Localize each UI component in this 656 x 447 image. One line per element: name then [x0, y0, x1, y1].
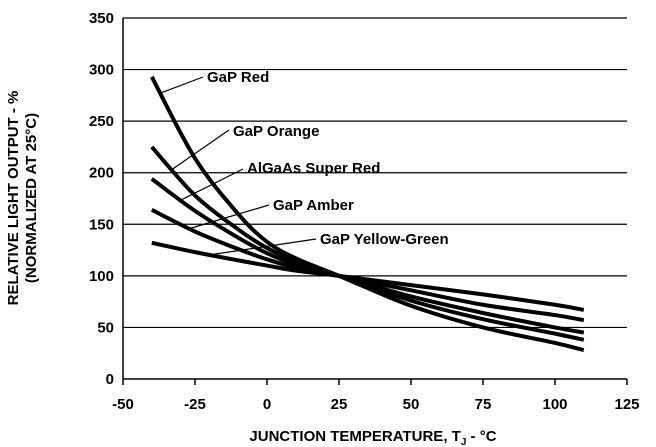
- x-axis-title: JUNCTION TEMPERATURE, TJ - °C: [249, 428, 496, 447]
- series-curves: [150, 75, 585, 353]
- y-tick-label: 200: [89, 165, 114, 182]
- leader-line-algaas-super-red: [180, 168, 244, 201]
- curve-gap-yellow-green: [151, 240, 585, 312]
- leader-line-gap-yellow-green: [209, 238, 317, 256]
- x-tick-label: 125: [614, 396, 639, 413]
- axes: [122, 18, 628, 385]
- leader-line-gap-orange: [171, 129, 230, 171]
- x-tick-label: 0: [263, 396, 271, 413]
- y-axis-title-line2: (NORMALIZED AT 25°C): [23, 113, 40, 283]
- x-tick-label: -50: [112, 396, 134, 413]
- y-tick-label: 300: [89, 62, 114, 79]
- x-tick-label: 100: [542, 396, 567, 413]
- x-tick-label: 75: [475, 396, 492, 413]
- series-label-gap-red: GaP Red: [207, 69, 269, 86]
- y-tick-label: 250: [89, 113, 114, 130]
- y-axis-title-line1: RELATIVE LIGHT OUTPUT - %: [5, 91, 22, 306]
- series-label-algaas-super-red: AlGaAs Super Red: [247, 160, 380, 177]
- x-tick-labels: -50 -25 0 25 50 75 100 125: [112, 396, 639, 413]
- leader-line-gap-red: [160, 76, 204, 94]
- y-tick-label: 50: [97, 319, 114, 336]
- series-labels: GaP Red GaP Orange AlGaAs Super Red GaP Amb…: [160, 69, 449, 256]
- y-tick-label: 350: [89, 10, 114, 27]
- series-label-gap-orange: GaP Orange: [233, 123, 319, 140]
- series-label-gap-amber: GaP Amber: [273, 197, 354, 214]
- x-tick-label: 50: [403, 396, 420, 413]
- series-label-gap-yellow-green: GaP Yellow-Green: [320, 231, 449, 248]
- y-tick-label: 0: [106, 371, 114, 388]
- leader-line-gap-amber: [189, 204, 270, 230]
- y-tick-label: 100: [89, 268, 114, 285]
- y-tick-label: 150: [89, 216, 114, 233]
- x-tick-label: -25: [184, 396, 206, 413]
- x-tick-label: 25: [331, 396, 348, 413]
- y-tick-labels: 0 50 100 150 200 250 300 350: [89, 10, 114, 388]
